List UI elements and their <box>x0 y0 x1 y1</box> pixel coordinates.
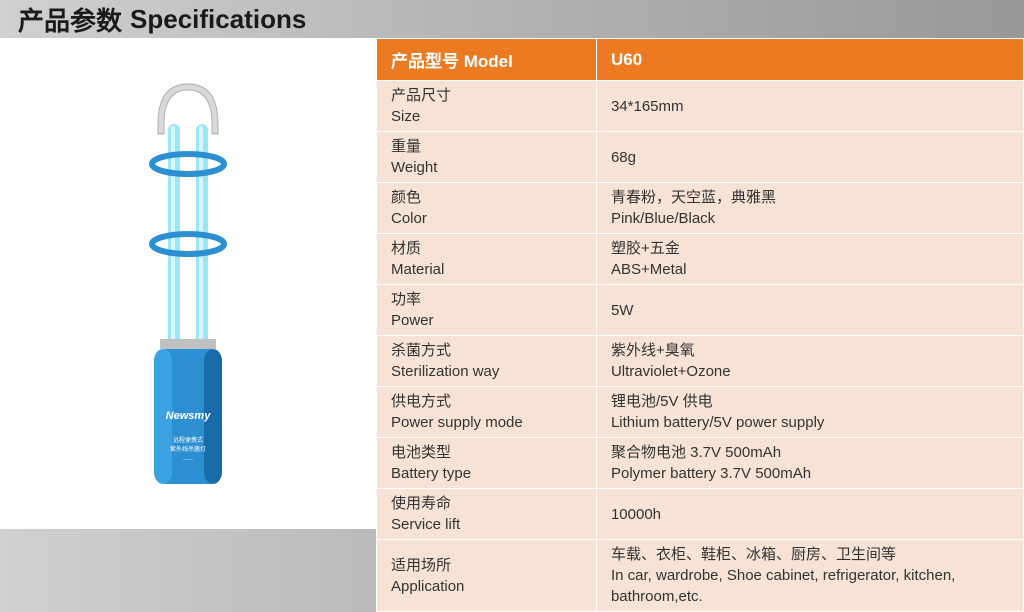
row-value-en: Pink/Blue/Black <box>611 208 1009 229</box>
row-label-cn: 供电方式 <box>391 391 582 412</box>
row-label-en: Size <box>391 106 582 127</box>
header-label: 产品型号 Model <box>377 39 597 81</box>
row-value-en: In car, wardrobe, Shoe cabinet, refriger… <box>611 565 1009 607</box>
svg-text:远程便携式: 远程便携式 <box>173 436 203 444</box>
row-label-en: Weight <box>391 157 582 178</box>
table-header-row: 产品型号 Model U60 <box>377 39 1024 81</box>
row-value: 车载、衣柜、鞋柜、冰箱、厨房、卫生间等In car, wardrobe, Sho… <box>596 540 1023 612</box>
row-value-en: Polymer battery 3.7V 500mAh <box>611 463 1009 484</box>
row-value-en: Lithium battery/5V power supply <box>611 412 1009 433</box>
row-value: 68g <box>596 132 1023 183</box>
row-value: 锂电池/5V 供电Lithium battery/5V power supply <box>596 387 1023 438</box>
row-label: 颜色Color <box>377 183 597 234</box>
row-value-cn: 锂电池/5V 供电 <box>611 391 1009 412</box>
row-label-cn: 适用场所 <box>391 555 582 576</box>
header-bar: 产品参数 Specifications <box>0 0 1024 38</box>
row-label: 杀菌方式Sterilization way <box>377 336 597 387</box>
table-row: 重量Weight 68g <box>377 132 1024 183</box>
row-value: 10000h <box>596 489 1023 540</box>
title-en: Specifications <box>130 4 306 35</box>
table-row: 使用寿命Service lift 10000h <box>377 489 1024 540</box>
row-label-en: Power supply mode <box>391 412 582 433</box>
table-row: 功率Power 5W <box>377 285 1024 336</box>
row-value-cn: 塑胶+五金 <box>611 238 1009 259</box>
row-label-cn: 产品尺寸 <box>391 85 582 106</box>
row-label-cn: 颜色 <box>391 187 582 208</box>
row-label: 产品尺寸Size <box>377 81 597 132</box>
table-row: 颜色Color青春粉，天空蓝，典雅黑Pink/Blue/Black <box>377 183 1024 234</box>
row-value: 聚合物电池 3.7V 500mAhPolymer battery 3.7V 50… <box>596 438 1023 489</box>
row-value-cn: 青春粉，天空蓝，典雅黑 <box>611 187 1009 208</box>
row-value: 5W <box>596 285 1023 336</box>
table-row: 供电方式Power supply mode锂电池/5V 供电Lithium ba… <box>377 387 1024 438</box>
row-label: 功率Power <box>377 285 597 336</box>
row-label: 使用寿命Service lift <box>377 489 597 540</box>
row-value-en: 68g <box>611 147 1009 168</box>
table-row: 电池类型Battery type聚合物电池 3.7V 500mAhPolymer… <box>377 438 1024 489</box>
row-label-en: Service lift <box>391 514 582 535</box>
row-value-cn: 紫外线+臭氧 <box>611 340 1009 361</box>
row-value: 紫外线+臭氧Ultraviolet+Ozone <box>596 336 1023 387</box>
row-value-en: 34*165mm <box>611 96 1009 117</box>
row-label-cn: 功率 <box>391 289 582 310</box>
row-value-en: 10000h <box>611 504 1009 525</box>
product-image-panel: Newsmy 远程便携式 紫外线杀菌灯 —— <box>0 38 376 529</box>
row-label-cn: 电池类型 <box>391 442 582 463</box>
row-value-cn: 聚合物电池 3.7V 500mAh <box>611 442 1009 463</box>
svg-text:紫外线杀菌灯: 紫外线杀菌灯 <box>170 445 206 453</box>
title-cn: 产品参数 <box>18 1 122 38</box>
svg-text:——: —— <box>183 457 193 463</box>
brand-text: Newsmy <box>166 410 212 422</box>
row-label-cn: 杀菌方式 <box>391 340 582 361</box>
table-row: 适用场所Application车载、衣柜、鞋柜、冰箱、厨房、卫生间等In car… <box>377 540 1024 612</box>
row-value: 34*165mm <box>596 81 1023 132</box>
row-value: 青春粉，天空蓝，典雅黑Pink/Blue/Black <box>596 183 1023 234</box>
row-label-cn: 材质 <box>391 238 582 259</box>
table-row: 产品尺寸Size 34*165mm <box>377 81 1024 132</box>
row-value: 塑胶+五金ABS+Metal <box>596 234 1023 285</box>
row-label-en: Application <box>391 576 582 597</box>
product-illustration: Newsmy 远程便携式 紫外线杀菌灯 —— <box>108 64 268 504</box>
spec-table: 产品型号 Model U60 产品尺寸Size 34*165mm 重量Weight 6… <box>376 38 1024 612</box>
row-label-en: Power <box>391 310 582 331</box>
row-label-en: Battery type <box>391 463 582 484</box>
row-label: 供电方式Power supply mode <box>377 387 597 438</box>
row-label: 适用场所Application <box>377 540 597 612</box>
row-value-en: ABS+Metal <box>611 259 1009 280</box>
row-value-cn: 车载、衣柜、鞋柜、冰箱、厨房、卫生间等 <box>611 544 1009 565</box>
header-value: U60 <box>596 39 1023 81</box>
row-label-en: Material <box>391 259 582 280</box>
content: Newsmy 远程便携式 紫外线杀菌灯 —— 产品型号 Model U60 产品… <box>0 38 1024 529</box>
spec-table-panel: 产品型号 Model U60 产品尺寸Size 34*165mm 重量Weight 6… <box>376 38 1024 529</box>
row-label: 材质Material <box>377 234 597 285</box>
row-label-en: Color <box>391 208 582 229</box>
table-row: 杀菌方式Sterilization way紫外线+臭氧Ultraviolet+O… <box>377 336 1024 387</box>
table-row: 材质Material塑胶+五金ABS+Metal <box>377 234 1024 285</box>
row-value-en: Ultraviolet+Ozone <box>611 361 1009 382</box>
row-label-cn: 使用寿命 <box>391 493 582 514</box>
row-label: 电池类型Battery type <box>377 438 597 489</box>
row-value-en: 5W <box>611 300 1009 321</box>
row-label: 重量Weight <box>377 132 597 183</box>
row-label-cn: 重量 <box>391 136 582 157</box>
row-label-en: Sterilization way <box>391 361 582 382</box>
